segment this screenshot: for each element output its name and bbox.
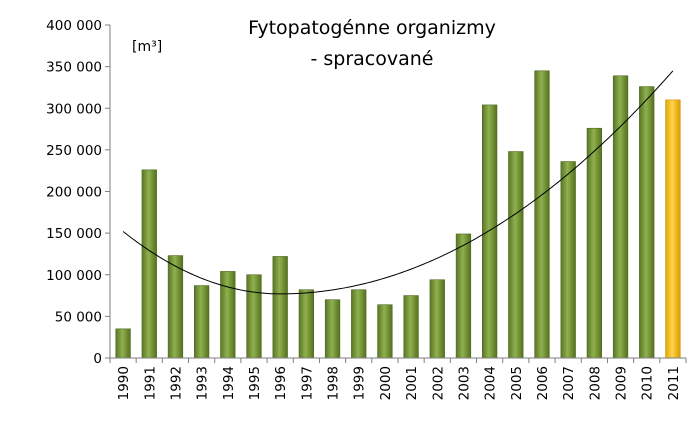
x-tick-label: 1997 [299, 366, 315, 400]
bar-2001 [403, 295, 419, 359]
x-tick-label: 1999 [352, 366, 368, 400]
unit-label: [m³] [132, 39, 162, 55]
y-axis-ticks: 0 50 000 100 000 150 000 200 000 250 000 300 0… [46, 18, 110, 367]
bar-1996 [272, 256, 288, 359]
y-tick-label: 50 000 [55, 309, 102, 325]
y-tick-label: 300 000 [46, 101, 102, 117]
y-tick-label: 150 000 [46, 226, 102, 242]
x-tick-label: 1996 [273, 366, 289, 400]
bar-1997 [298, 289, 314, 359]
bar-2010 [639, 86, 655, 359]
chart-title-line-1: Fytopatogénne organizmy [248, 17, 496, 39]
bars [115, 70, 681, 359]
x-tick-label: 2006 [535, 366, 551, 400]
bar-2002 [429, 279, 445, 359]
x-tick-label: 2003 [456, 366, 472, 400]
bar-1995 [246, 274, 262, 359]
bar-1991 [141, 169, 157, 359]
x-tick-label: 1995 [247, 366, 263, 400]
x-tick-label: 1998 [326, 366, 342, 400]
x-tick-label: 1994 [221, 366, 237, 400]
x-tick-label: 2001 [404, 366, 420, 400]
x-tick-label: 2007 [561, 366, 577, 400]
bar-1990 [115, 328, 131, 359]
bar-1994 [220, 271, 236, 359]
bar-1992 [167, 255, 184, 359]
x-tick-label: 1990 [116, 366, 132, 400]
x-tick-label: 2008 [587, 366, 603, 400]
chart-title-line-2: - spracované [311, 48, 434, 70]
x-axis-ticks: 1990 1991 1992 1993 1994 1995 1996 1997 1998 1999… [109, 358, 687, 400]
x-tick-label: 2005 [509, 366, 525, 400]
y-tick-label: 400 000 [46, 18, 102, 34]
x-tick-label: 2002 [430, 366, 446, 400]
trendline [122, 70, 674, 295]
bar-1998 [324, 299, 341, 359]
bar-2008 [586, 127, 602, 359]
bar-2009 [612, 75, 629, 359]
bar-2000 [377, 304, 393, 359]
bar-2004 [482, 104, 498, 359]
bar-2006 [534, 70, 550, 359]
bar-1993 [194, 285, 210, 359]
bar-2005 [508, 151, 524, 359]
x-tick-label: 1993 [195, 366, 211, 400]
y-tick-label: 350 000 [46, 60, 102, 76]
y-tick-label: 200 000 [46, 185, 102, 201]
y-tick-label: 100 000 [46, 268, 102, 284]
x-tick-label: 2000 [378, 366, 394, 400]
x-tick-label: 1991 [142, 366, 158, 400]
y-tick-label: 0 [93, 351, 102, 367]
y-tick-label: 250 000 [46, 143, 102, 159]
bar-1999 [351, 289, 367, 359]
x-tick-label: 1992 [168, 366, 184, 400]
x-tick-label: 2004 [483, 366, 499, 400]
x-tick-label: 2011 [666, 366, 682, 400]
x-tick-label: 2010 [640, 366, 656, 400]
bar-2007 [560, 161, 576, 359]
bar-2003 [455, 233, 472, 359]
bar-2011 [665, 99, 681, 359]
x-tick-label: 2009 [614, 366, 630, 400]
